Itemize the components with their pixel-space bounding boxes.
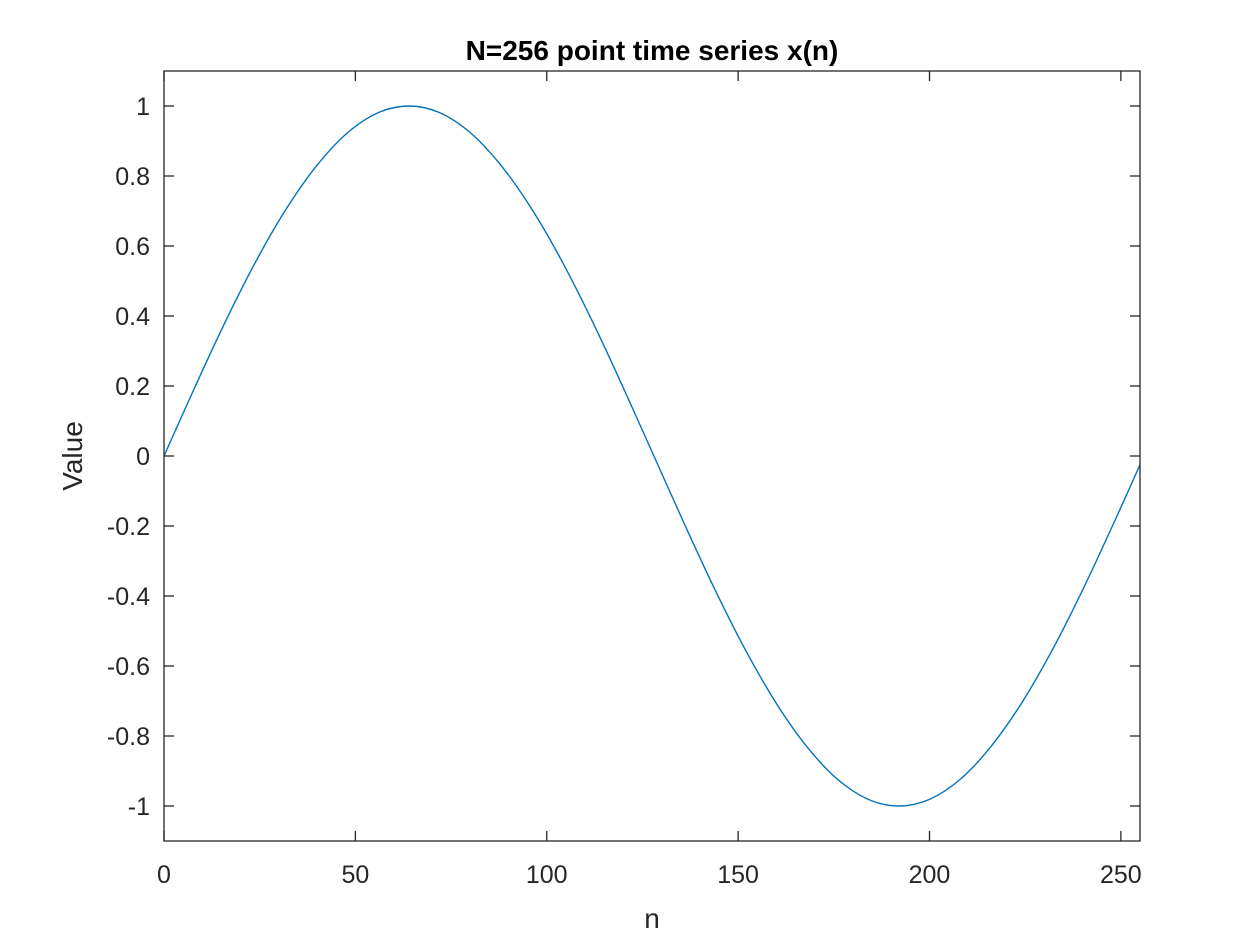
tick-layer: 0 50 100 150 200 250 -1 -0.8 -0.6 -0.4 -0.2 0 0.2 0.4…: [107, 71, 1142, 889]
y-tick-label: -0.4: [107, 583, 150, 611]
y-tick-label: -1: [128, 793, 150, 821]
series-line: [163, 105, 1141, 807]
x-tick-label: 50: [341, 861, 369, 889]
x-axis-label: n: [644, 903, 660, 934]
y-tick-label: 0.4: [115, 303, 150, 331]
y-tick-label: 0.2: [115, 373, 150, 401]
y-tick-label: -0.2: [107, 513, 150, 541]
x-tick-label: 200: [909, 861, 951, 889]
y-tick-label: 0.8: [115, 163, 150, 191]
y-axis-label: Value: [57, 421, 88, 491]
series-layer: [163, 105, 1141, 807]
y-tick-label: -0.8: [107, 723, 150, 751]
axes-box: [163, 70, 1141, 842]
y-tick-label: -0.6: [107, 653, 150, 681]
x-tick-label: 100: [526, 861, 568, 889]
plot-area: [164, 71, 1140, 841]
x-tick-label: 150: [717, 861, 759, 889]
y-tick-label: 1: [136, 93, 150, 121]
y-tick-label: 0: [136, 443, 150, 471]
chart-title: N=256 point time series x(n): [466, 35, 839, 66]
x-tick-label: 250: [1100, 861, 1142, 889]
x-tick-label: 0: [157, 861, 171, 889]
y-tick-label: 0.6: [115, 233, 150, 261]
